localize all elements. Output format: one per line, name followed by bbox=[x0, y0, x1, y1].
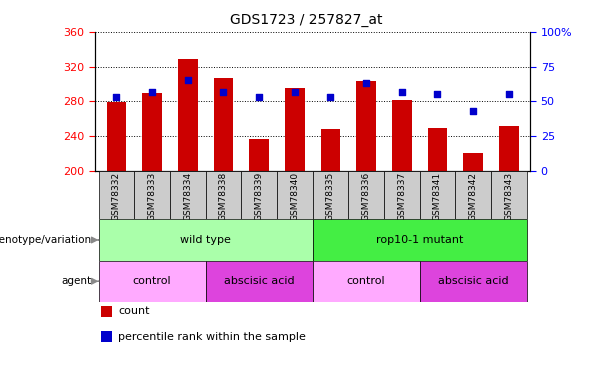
Point bbox=[433, 92, 443, 98]
Bar bbox=[455, 171, 491, 219]
Point bbox=[468, 108, 478, 114]
Bar bbox=[356, 81, 376, 171]
Point bbox=[112, 94, 121, 100]
Text: control: control bbox=[133, 276, 172, 286]
Bar bbox=[392, 100, 411, 171]
Text: GSM78333: GSM78333 bbox=[148, 172, 156, 221]
Bar bbox=[285, 88, 305, 171]
Point bbox=[254, 94, 264, 100]
Bar bbox=[384, 171, 420, 219]
Bar bbox=[242, 171, 277, 219]
Bar bbox=[170, 171, 205, 219]
Point bbox=[504, 92, 514, 98]
Text: GSM78340: GSM78340 bbox=[291, 172, 299, 221]
Text: GSM78338: GSM78338 bbox=[219, 172, 228, 221]
Point bbox=[147, 88, 157, 94]
Text: control: control bbox=[347, 276, 386, 286]
Text: percentile rank within the sample: percentile rank within the sample bbox=[118, 332, 306, 342]
Text: rop10-1 mutant: rop10-1 mutant bbox=[376, 235, 463, 245]
Point bbox=[361, 80, 371, 86]
Text: GSM78337: GSM78337 bbox=[397, 172, 406, 221]
Point bbox=[290, 88, 300, 94]
Text: GSM78332: GSM78332 bbox=[112, 172, 121, 221]
Bar bbox=[321, 129, 340, 171]
Bar bbox=[205, 171, 242, 219]
Point bbox=[183, 78, 192, 84]
Bar bbox=[99, 171, 134, 219]
Bar bbox=[249, 140, 269, 171]
Text: agent: agent bbox=[62, 276, 92, 286]
Text: abscisic acid: abscisic acid bbox=[224, 276, 294, 286]
Bar bbox=[491, 171, 527, 219]
Bar bbox=[313, 261, 420, 302]
Bar bbox=[313, 171, 348, 219]
Bar bbox=[99, 219, 313, 261]
Bar bbox=[348, 171, 384, 219]
Text: abscisic acid: abscisic acid bbox=[438, 276, 508, 286]
Text: GDS1723 / 257827_at: GDS1723 / 257827_at bbox=[230, 13, 383, 27]
Bar bbox=[99, 261, 205, 302]
Bar bbox=[428, 128, 447, 171]
Bar bbox=[205, 261, 313, 302]
Text: GSM78334: GSM78334 bbox=[183, 172, 192, 221]
Bar bbox=[134, 171, 170, 219]
Bar bbox=[277, 171, 313, 219]
Bar bbox=[178, 59, 197, 171]
Bar bbox=[463, 153, 483, 171]
Text: GSM78335: GSM78335 bbox=[326, 172, 335, 221]
Text: GSM78336: GSM78336 bbox=[362, 172, 371, 221]
Text: GSM78341: GSM78341 bbox=[433, 172, 442, 221]
Bar bbox=[214, 78, 234, 171]
Point bbox=[219, 88, 229, 94]
Point bbox=[397, 88, 406, 94]
Text: GSM78342: GSM78342 bbox=[469, 172, 478, 221]
Text: GSM78343: GSM78343 bbox=[504, 172, 513, 221]
Text: wild type: wild type bbox=[180, 235, 231, 245]
Bar bbox=[499, 126, 519, 171]
Text: GSM78339: GSM78339 bbox=[254, 172, 264, 221]
Bar bbox=[142, 93, 162, 171]
Point bbox=[326, 94, 335, 100]
Text: count: count bbox=[118, 306, 150, 316]
Bar bbox=[313, 219, 527, 261]
Bar bbox=[420, 171, 455, 219]
Text: genotype/variation: genotype/variation bbox=[0, 235, 92, 245]
Bar bbox=[107, 102, 126, 171]
Bar bbox=[420, 261, 527, 302]
